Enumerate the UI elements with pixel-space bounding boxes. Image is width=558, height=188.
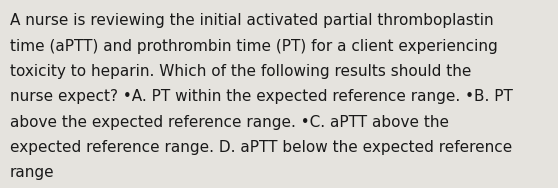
Text: A nurse is reviewing the initial activated partial thromboplastin: A nurse is reviewing the initial activat… xyxy=(10,13,494,28)
Text: toxicity to heparin. Which of the following results should the: toxicity to heparin. Which of the follow… xyxy=(10,64,472,79)
Text: expected reference range. D. aPTT below the expected reference: expected reference range. D. aPTT below … xyxy=(10,140,512,155)
Text: above the expected reference range. •C. aPTT above the: above the expected reference range. •C. … xyxy=(10,115,449,130)
Text: nurse expect? •A. PT within the expected reference range. •B. PT: nurse expect? •A. PT within the expected… xyxy=(10,89,513,104)
Text: time (aPTT) and prothrombin time (PT) for a client experiencing: time (aPTT) and prothrombin time (PT) fo… xyxy=(10,39,498,54)
Text: range: range xyxy=(10,165,55,180)
